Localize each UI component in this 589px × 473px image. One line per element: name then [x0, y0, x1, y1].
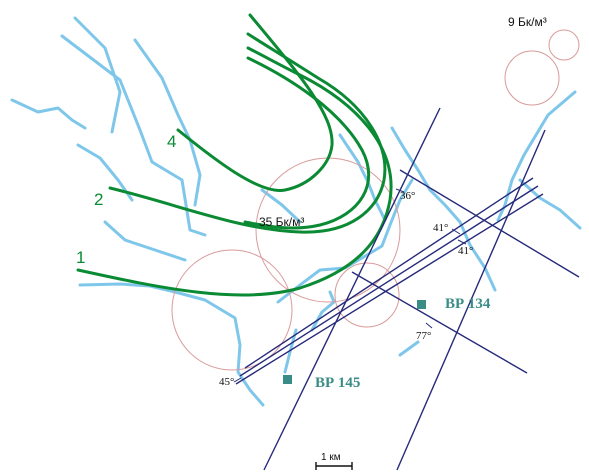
- river: [276, 178, 414, 304]
- profile-line: [399, 169, 580, 278]
- dose-circle: [504, 50, 560, 106]
- borehole-label-134: ВР 134: [445, 296, 491, 312]
- river: [76, 143, 134, 202]
- contour-line-2: [108, 32, 387, 234]
- borehole-marker: [283, 375, 292, 384]
- dose-circle: [548, 29, 580, 61]
- dose-circle: [171, 249, 293, 371]
- river: [390, 126, 497, 292]
- dose-label-9: 9 Бк/м³: [508, 15, 547, 29]
- river: [338, 133, 387, 222]
- contour-label-1: 1: [76, 248, 85, 267]
- river: [260, 188, 302, 224]
- river: [78, 282, 265, 407]
- river: [73, 16, 122, 134]
- scale-bar: 1 км: [315, 452, 353, 470]
- profile-line: [263, 107, 441, 471]
- angle-label: 36°: [400, 190, 415, 202]
- angle-tick: [425, 322, 433, 329]
- angle-tick: [451, 228, 461, 235]
- contour-label-2: 2: [94, 190, 103, 209]
- contour-label-4: 4: [167, 132, 176, 151]
- profile-lines: [235, 107, 580, 471]
- borehole-label-145: ВР 145: [315, 375, 360, 391]
- profile-line: [351, 271, 528, 374]
- dose-circle: [334, 262, 400, 328]
- profile-line: [244, 177, 534, 369]
- river: [60, 34, 207, 237]
- river: [518, 178, 582, 230]
- river: [283, 328, 298, 374]
- angle-ticks: [233, 188, 467, 383]
- river: [10, 98, 87, 130]
- angle-tick: [457, 239, 467, 245]
- scale-label: 1 км: [321, 452, 341, 463]
- profile-line: [239, 185, 539, 377]
- contour-line-3: [243, 56, 371, 230]
- angle-label: 77°: [416, 330, 431, 342]
- angle-label: 45°: [219, 376, 234, 388]
- river: [496, 90, 577, 222]
- rivers: [10, 16, 582, 407]
- river: [398, 340, 420, 357]
- contours: [76, 13, 393, 297]
- contour-line-4: [176, 13, 334, 192]
- river: [133, 38, 202, 207]
- angle-label: 41°: [433, 222, 448, 234]
- borehole-marker: [417, 300, 426, 309]
- angle-label: 41°: [458, 245, 473, 257]
- dose-label-35: 35 Бк/м³: [259, 215, 304, 229]
- river: [103, 220, 187, 262]
- angle-tick: [233, 377, 242, 383]
- angle-tick: [395, 188, 405, 193]
